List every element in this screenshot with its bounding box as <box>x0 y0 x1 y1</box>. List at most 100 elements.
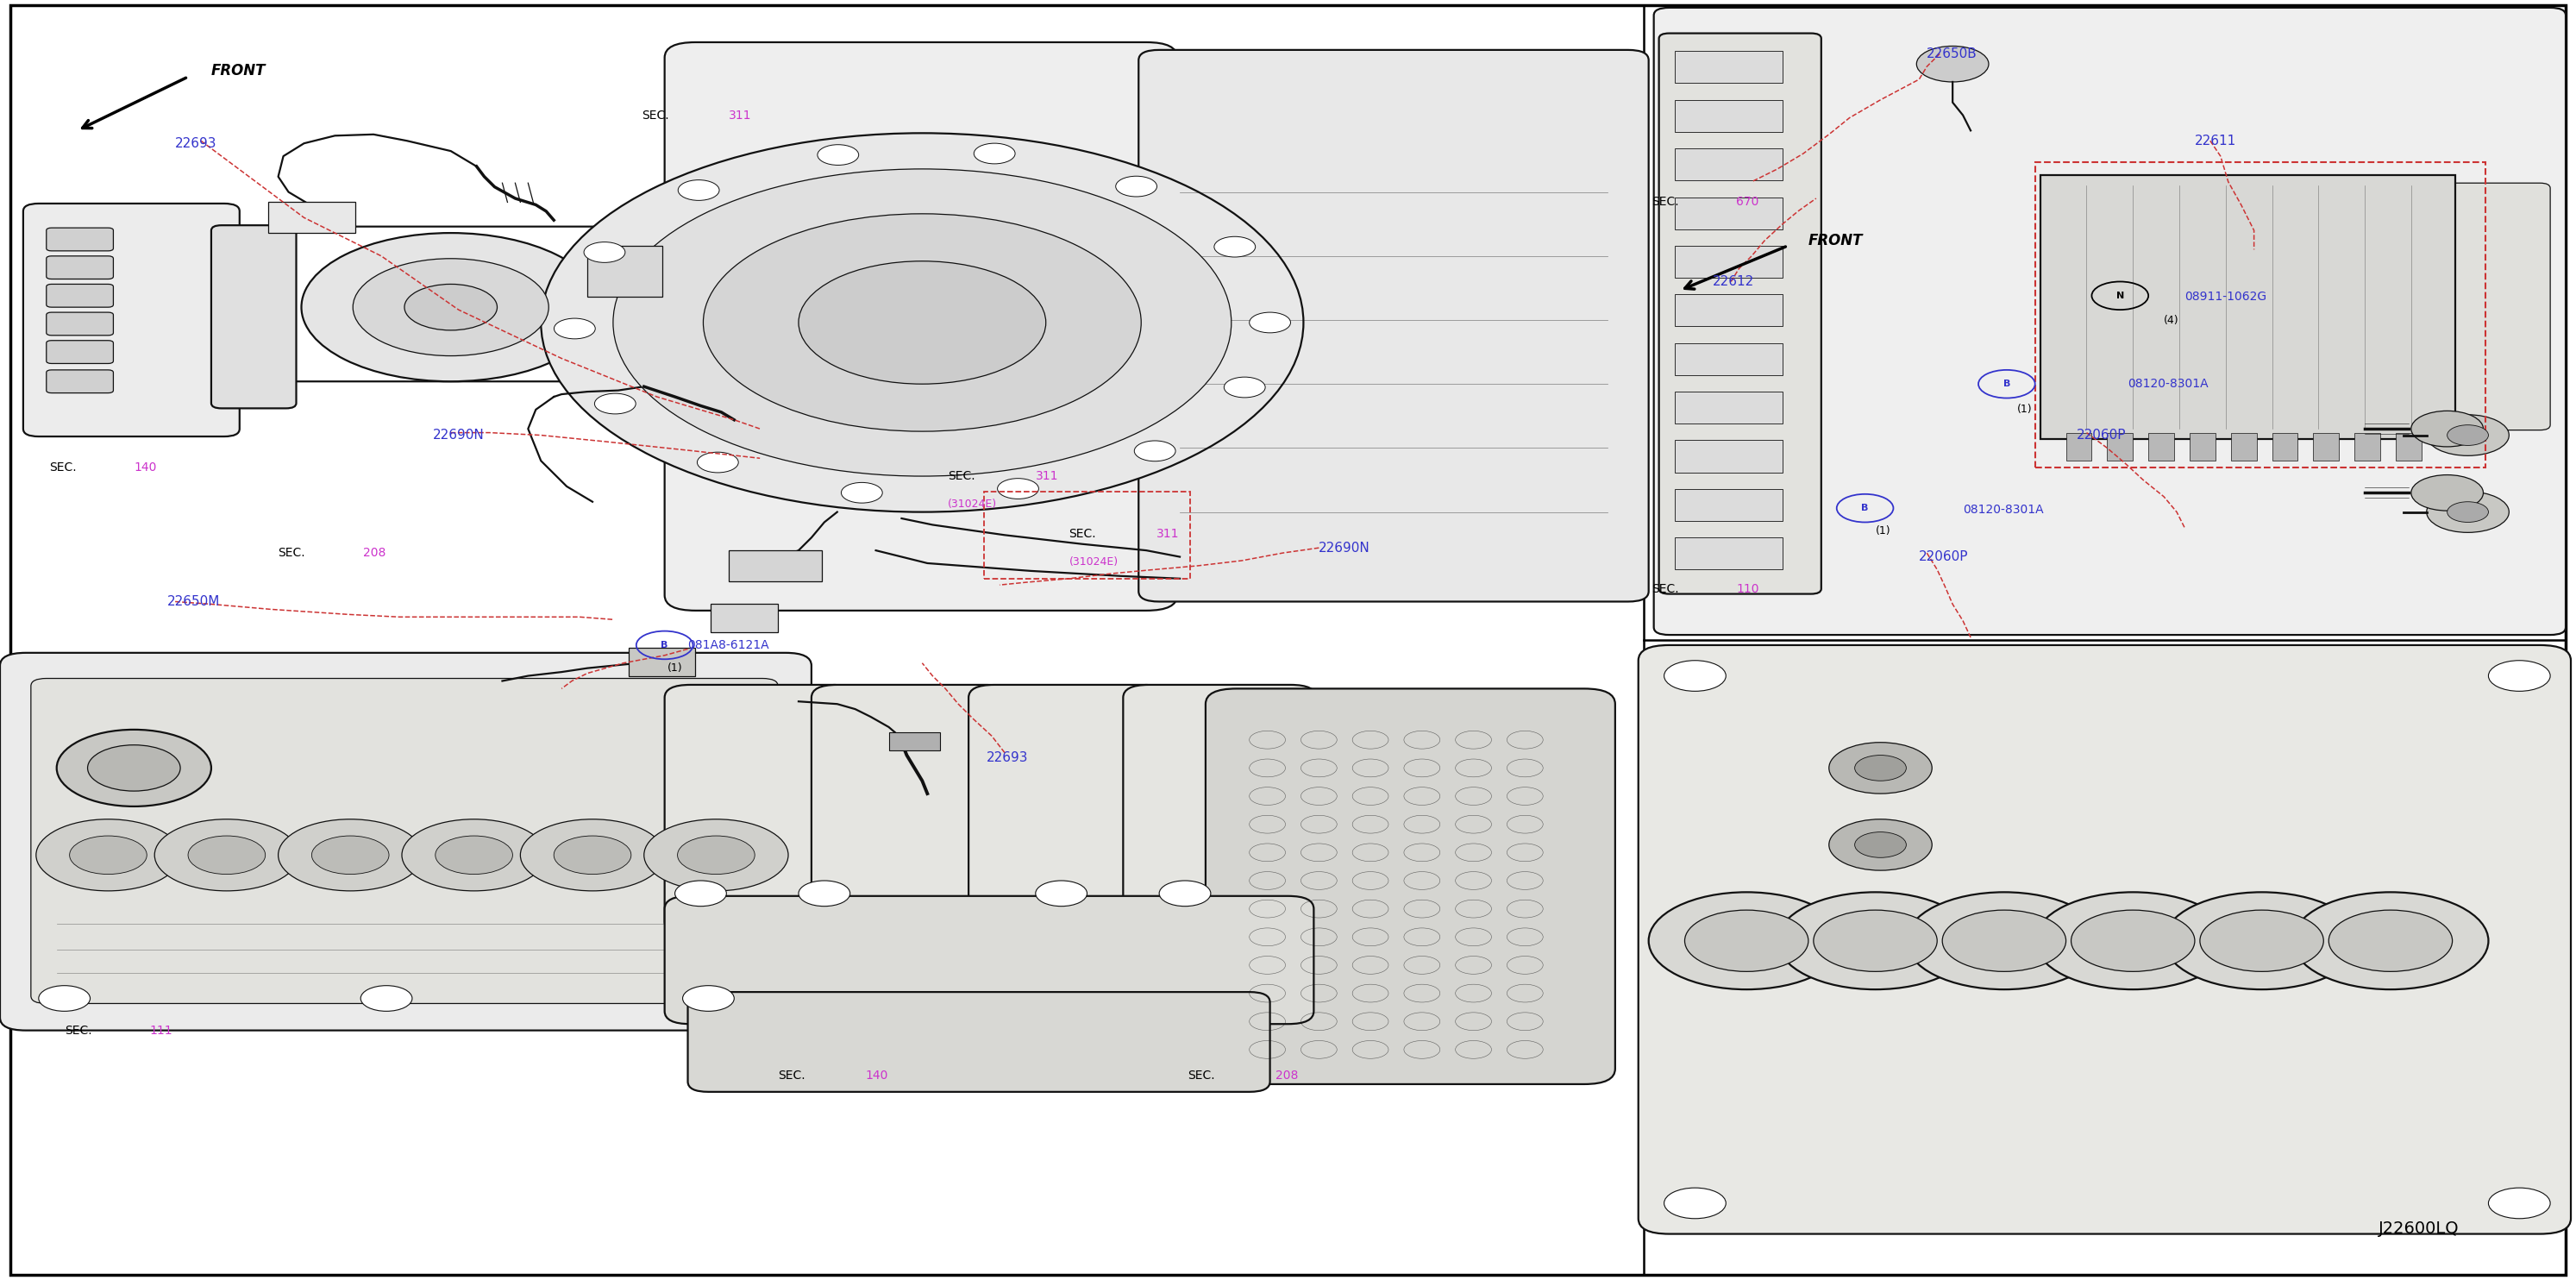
Circle shape <box>541 133 1303 512</box>
Circle shape <box>1036 881 1087 906</box>
FancyBboxPatch shape <box>0 653 811 1030</box>
Circle shape <box>683 986 734 1011</box>
Bar <box>1674 343 1783 375</box>
Text: 22650M: 22650M <box>167 595 222 608</box>
Text: J22600LQ: J22600LQ <box>2378 1221 2460 1236</box>
FancyBboxPatch shape <box>46 312 113 335</box>
Bar <box>2148 433 2174 461</box>
Bar <box>1674 392 1783 424</box>
Circle shape <box>2447 502 2488 522</box>
Text: SEC.: SEC. <box>1651 582 1680 595</box>
Circle shape <box>2200 910 2324 972</box>
Bar <box>2396 433 2421 461</box>
Circle shape <box>2411 475 2483 511</box>
FancyBboxPatch shape <box>46 340 113 364</box>
Circle shape <box>2164 892 2360 989</box>
FancyBboxPatch shape <box>1123 685 1316 934</box>
Text: 110: 110 <box>1736 582 1759 595</box>
Text: SEC.: SEC. <box>1651 196 1680 209</box>
FancyBboxPatch shape <box>268 202 355 233</box>
Bar <box>2354 433 2380 461</box>
Circle shape <box>2071 910 2195 972</box>
Text: 111: 111 <box>149 1024 173 1037</box>
Text: SEC.: SEC. <box>1069 527 1097 540</box>
FancyBboxPatch shape <box>665 896 1314 1024</box>
FancyBboxPatch shape <box>46 256 113 279</box>
FancyBboxPatch shape <box>969 685 1170 934</box>
Circle shape <box>698 452 739 472</box>
Circle shape <box>39 986 90 1011</box>
FancyBboxPatch shape <box>811 685 1012 934</box>
FancyBboxPatch shape <box>1638 645 2571 1234</box>
Text: B: B <box>2004 380 2009 388</box>
Text: SEC.: SEC. <box>49 461 77 474</box>
Circle shape <box>1777 892 1973 989</box>
Circle shape <box>799 881 850 906</box>
Text: 08911-1062G: 08911-1062G <box>2184 291 2267 303</box>
Bar <box>2107 433 2133 461</box>
Circle shape <box>2488 1188 2550 1219</box>
Circle shape <box>1906 892 2102 989</box>
FancyBboxPatch shape <box>665 685 858 934</box>
FancyBboxPatch shape <box>31 678 778 1004</box>
Text: 311: 311 <box>1036 470 1059 483</box>
Text: SEC.: SEC. <box>1188 1069 1216 1082</box>
Circle shape <box>677 836 755 874</box>
Text: 140: 140 <box>866 1069 889 1082</box>
Circle shape <box>155 819 299 891</box>
Bar <box>1674 197 1783 229</box>
FancyBboxPatch shape <box>1206 689 1615 1084</box>
Circle shape <box>675 881 726 906</box>
Circle shape <box>1829 819 1932 870</box>
FancyBboxPatch shape <box>889 732 940 750</box>
Bar <box>2035 163 2486 467</box>
Circle shape <box>402 819 546 891</box>
Text: 22693: 22693 <box>987 751 1028 764</box>
Bar <box>1674 51 1783 83</box>
Circle shape <box>677 180 719 201</box>
Circle shape <box>1224 378 1265 398</box>
Text: N: N <box>2115 292 2125 300</box>
Circle shape <box>57 730 211 806</box>
Bar <box>1674 294 1783 326</box>
Circle shape <box>1649 892 1844 989</box>
Text: (4): (4) <box>2164 315 2179 325</box>
Circle shape <box>799 261 1046 384</box>
Circle shape <box>974 143 1015 164</box>
Text: SEC.: SEC. <box>278 547 307 559</box>
Circle shape <box>70 836 147 874</box>
Text: (1): (1) <box>667 663 683 673</box>
Circle shape <box>301 233 600 381</box>
Bar <box>2272 433 2298 461</box>
Circle shape <box>2427 492 2509 532</box>
Circle shape <box>435 836 513 874</box>
Bar <box>2066 433 2092 461</box>
Bar <box>1674 440 1783 472</box>
Bar <box>2313 433 2339 461</box>
FancyBboxPatch shape <box>46 228 113 251</box>
FancyBboxPatch shape <box>1654 8 2566 635</box>
Circle shape <box>1159 881 1211 906</box>
FancyBboxPatch shape <box>46 370 113 393</box>
Circle shape <box>595 393 636 413</box>
Circle shape <box>2488 660 2550 691</box>
FancyBboxPatch shape <box>587 246 662 297</box>
Circle shape <box>585 242 626 262</box>
Text: (1): (1) <box>1875 526 1891 536</box>
Circle shape <box>188 836 265 874</box>
Text: FRONT: FRONT <box>211 63 265 78</box>
Text: 22690N: 22690N <box>433 429 484 442</box>
Circle shape <box>2447 425 2488 445</box>
Circle shape <box>554 836 631 874</box>
Circle shape <box>703 214 1141 431</box>
Text: FRONT: FRONT <box>1808 233 1862 248</box>
FancyBboxPatch shape <box>23 204 240 436</box>
Circle shape <box>312 836 389 874</box>
Text: 22693: 22693 <box>175 137 216 150</box>
Circle shape <box>817 145 858 165</box>
Circle shape <box>1664 1188 1726 1219</box>
Circle shape <box>2427 415 2509 456</box>
Circle shape <box>1917 46 1989 82</box>
Text: B: B <box>1862 504 1868 512</box>
FancyBboxPatch shape <box>1139 50 1649 602</box>
